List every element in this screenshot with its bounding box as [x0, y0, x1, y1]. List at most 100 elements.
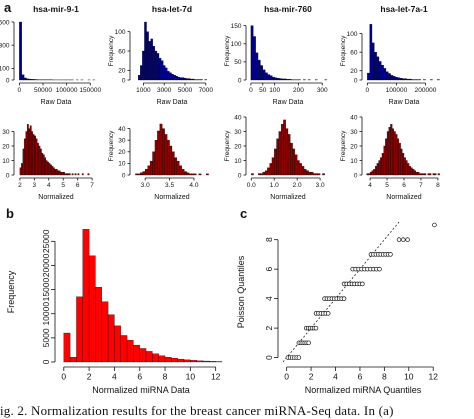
histogram-bar [138, 174, 140, 175]
histogram-bar [311, 172, 313, 175]
histogram-bar [114, 326, 120, 362]
histogram-bar [26, 132, 27, 176]
y-tick-label: 0 [354, 77, 358, 84]
histogram-bar [194, 174, 196, 175]
histogram-bar [404, 158, 406, 175]
y-tick-label: 30 [350, 129, 358, 136]
histogram-bar [270, 163, 272, 175]
histogram-bar [199, 174, 201, 175]
histogram-bar [267, 168, 269, 175]
histogram-bar [140, 173, 142, 175]
histogram-bar [95, 287, 101, 362]
histogram-bar [108, 315, 114, 362]
y-tick-label: 0 [41, 359, 51, 364]
y-axis-label: Frequency [224, 35, 231, 66]
histogram-bar [380, 158, 382, 175]
histogram-bar [384, 146, 386, 175]
histogram-bar [388, 74, 390, 80]
histogram-bar [162, 129, 164, 175]
y-tick-label: 0 [122, 172, 126, 179]
histogram-bar [31, 132, 32, 176]
histogram-bar [49, 163, 50, 175]
x-tick-label: 6 [76, 182, 80, 189]
histogram-bar [145, 169, 147, 175]
y-tick-label: 20 [350, 68, 358, 75]
y-axis-label: Frequency [6, 270, 16, 313]
histogram-bar [370, 24, 372, 80]
histogram-bar [370, 172, 372, 175]
x-tick-label: 50 [259, 87, 267, 94]
x-tick-label: 0 [249, 87, 253, 94]
histogram-bar [406, 161, 408, 176]
panel-label-c: c [240, 206, 247, 221]
x-tick-label: 200000 [415, 87, 437, 94]
x-axis-label: Normalized [270, 194, 306, 201]
histogram-bar [157, 53, 159, 80]
histogram-bar [275, 78, 277, 80]
chart-5: 2345670102030NormalizedFrequency [0, 124, 94, 201]
histogram-bar [167, 140, 169, 175]
histogram-bar [398, 78, 400, 80]
histogram-bar [40, 149, 41, 175]
histogram-bar [287, 79, 289, 80]
histogram-bar [395, 77, 397, 80]
histogram-bar [295, 155, 297, 175]
histogram-bar [382, 153, 384, 175]
histogram-bar [151, 39, 153, 80]
histogram-bar [59, 171, 60, 175]
x-tick-label: 7000 [199, 87, 214, 94]
histogram-bar [171, 74, 173, 80]
x-tick-label: 3000 [157, 87, 172, 94]
histogram-bar [55, 169, 56, 175]
histogram-bar [396, 134, 398, 175]
histogram-bar [36, 139, 37, 175]
y-tick-label: 25000 [41, 229, 51, 253]
x-axis-label: Raw Data [389, 99, 420, 106]
histogram-bar [384, 68, 386, 80]
qq-point [389, 253, 393, 257]
histogram-bar [277, 139, 279, 175]
histogram-bar [265, 73, 267, 80]
histogram-bar [24, 78, 26, 80]
histogram-bar [159, 356, 165, 362]
histogram-bar [192, 79, 194, 80]
y-tick-label: 20 [118, 68, 126, 75]
histogram-bar [372, 43, 374, 80]
histogram-bar [133, 345, 139, 362]
x-tick-label: 2 [309, 372, 314, 382]
histogram-bar [251, 26, 253, 80]
histogram-bar [401, 149, 403, 175]
y-tick-label: 10 [234, 158, 242, 165]
x-tick-label: 4 [368, 182, 372, 189]
histogram-bar [66, 174, 67, 175]
x-tick-label: 7 [90, 182, 94, 189]
histogram-bar [405, 79, 407, 80]
histogram-bar [27, 124, 28, 175]
y-tick-label: 0 [264, 355, 274, 360]
histogram-bar [34, 136, 35, 175]
histogram-bar [165, 357, 171, 362]
qq-point [314, 326, 318, 330]
histogram-bar [143, 172, 145, 175]
chart-title: hsa-let-7a-1 [380, 4, 428, 14]
histogram-bar [53, 168, 54, 175]
histogram-bar [379, 61, 381, 80]
histogram-bar [304, 169, 306, 175]
x-tick-label: 2 [18, 182, 22, 189]
x-tick-label: 12 [211, 372, 221, 382]
histogram-bar [171, 358, 177, 362]
panel-label-b: b [6, 206, 14, 221]
histogram-bar [160, 124, 162, 175]
histogram-bar [127, 340, 133, 362]
histogram-bar [188, 79, 190, 80]
histogram-bar [176, 76, 178, 80]
y-tick-label: 0 [238, 77, 242, 84]
x-tick-label: 2 [87, 372, 92, 382]
y-axis-label: Frequency [108, 35, 115, 66]
histogram-bar [277, 78, 279, 80]
histogram-bar [69, 174, 70, 175]
histogram-bar [429, 174, 431, 175]
x-axis-label: Normalized miRNA Quantiles [305, 385, 422, 395]
